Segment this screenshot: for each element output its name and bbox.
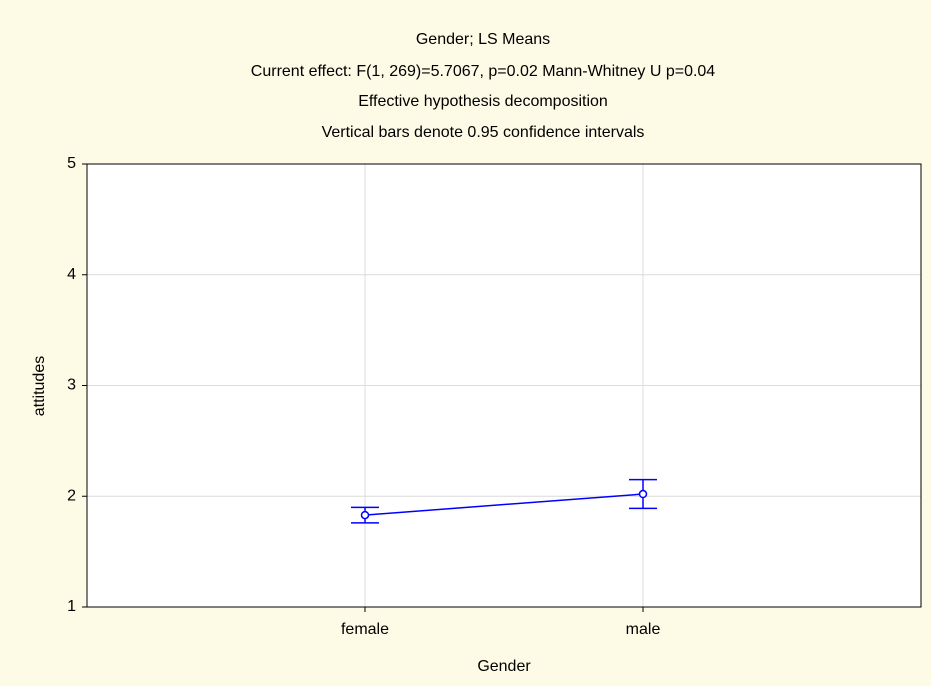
point	[638, 489, 648, 499]
line	[364, 493, 644, 516]
y-tick-label: 2	[67, 487, 76, 504]
subtitle: Effective hypothesis decomposition	[358, 93, 608, 110]
y-tick-label: 4	[67, 266, 76, 283]
subtitle: Current effect: F(1, 269)=5.7067, p=0.02…	[251, 63, 716, 80]
plot-frame	[86, 163, 922, 608]
x-tick-label: female	[341, 621, 389, 638]
y-tick-label: 5	[67, 155, 76, 172]
x-tick-label: male	[626, 621, 661, 638]
point	[360, 510, 370, 520]
chart-title: Gender; LS Means	[416, 31, 550, 48]
y-tick-label: 1	[67, 598, 76, 615]
subtitle: Vertical bars denote 0.95 confidence int…	[322, 124, 645, 141]
y-tick-label: 3	[67, 377, 76, 394]
y-axis-label: attitudes	[31, 356, 48, 416]
x-axis-label: Gender	[477, 658, 531, 675]
